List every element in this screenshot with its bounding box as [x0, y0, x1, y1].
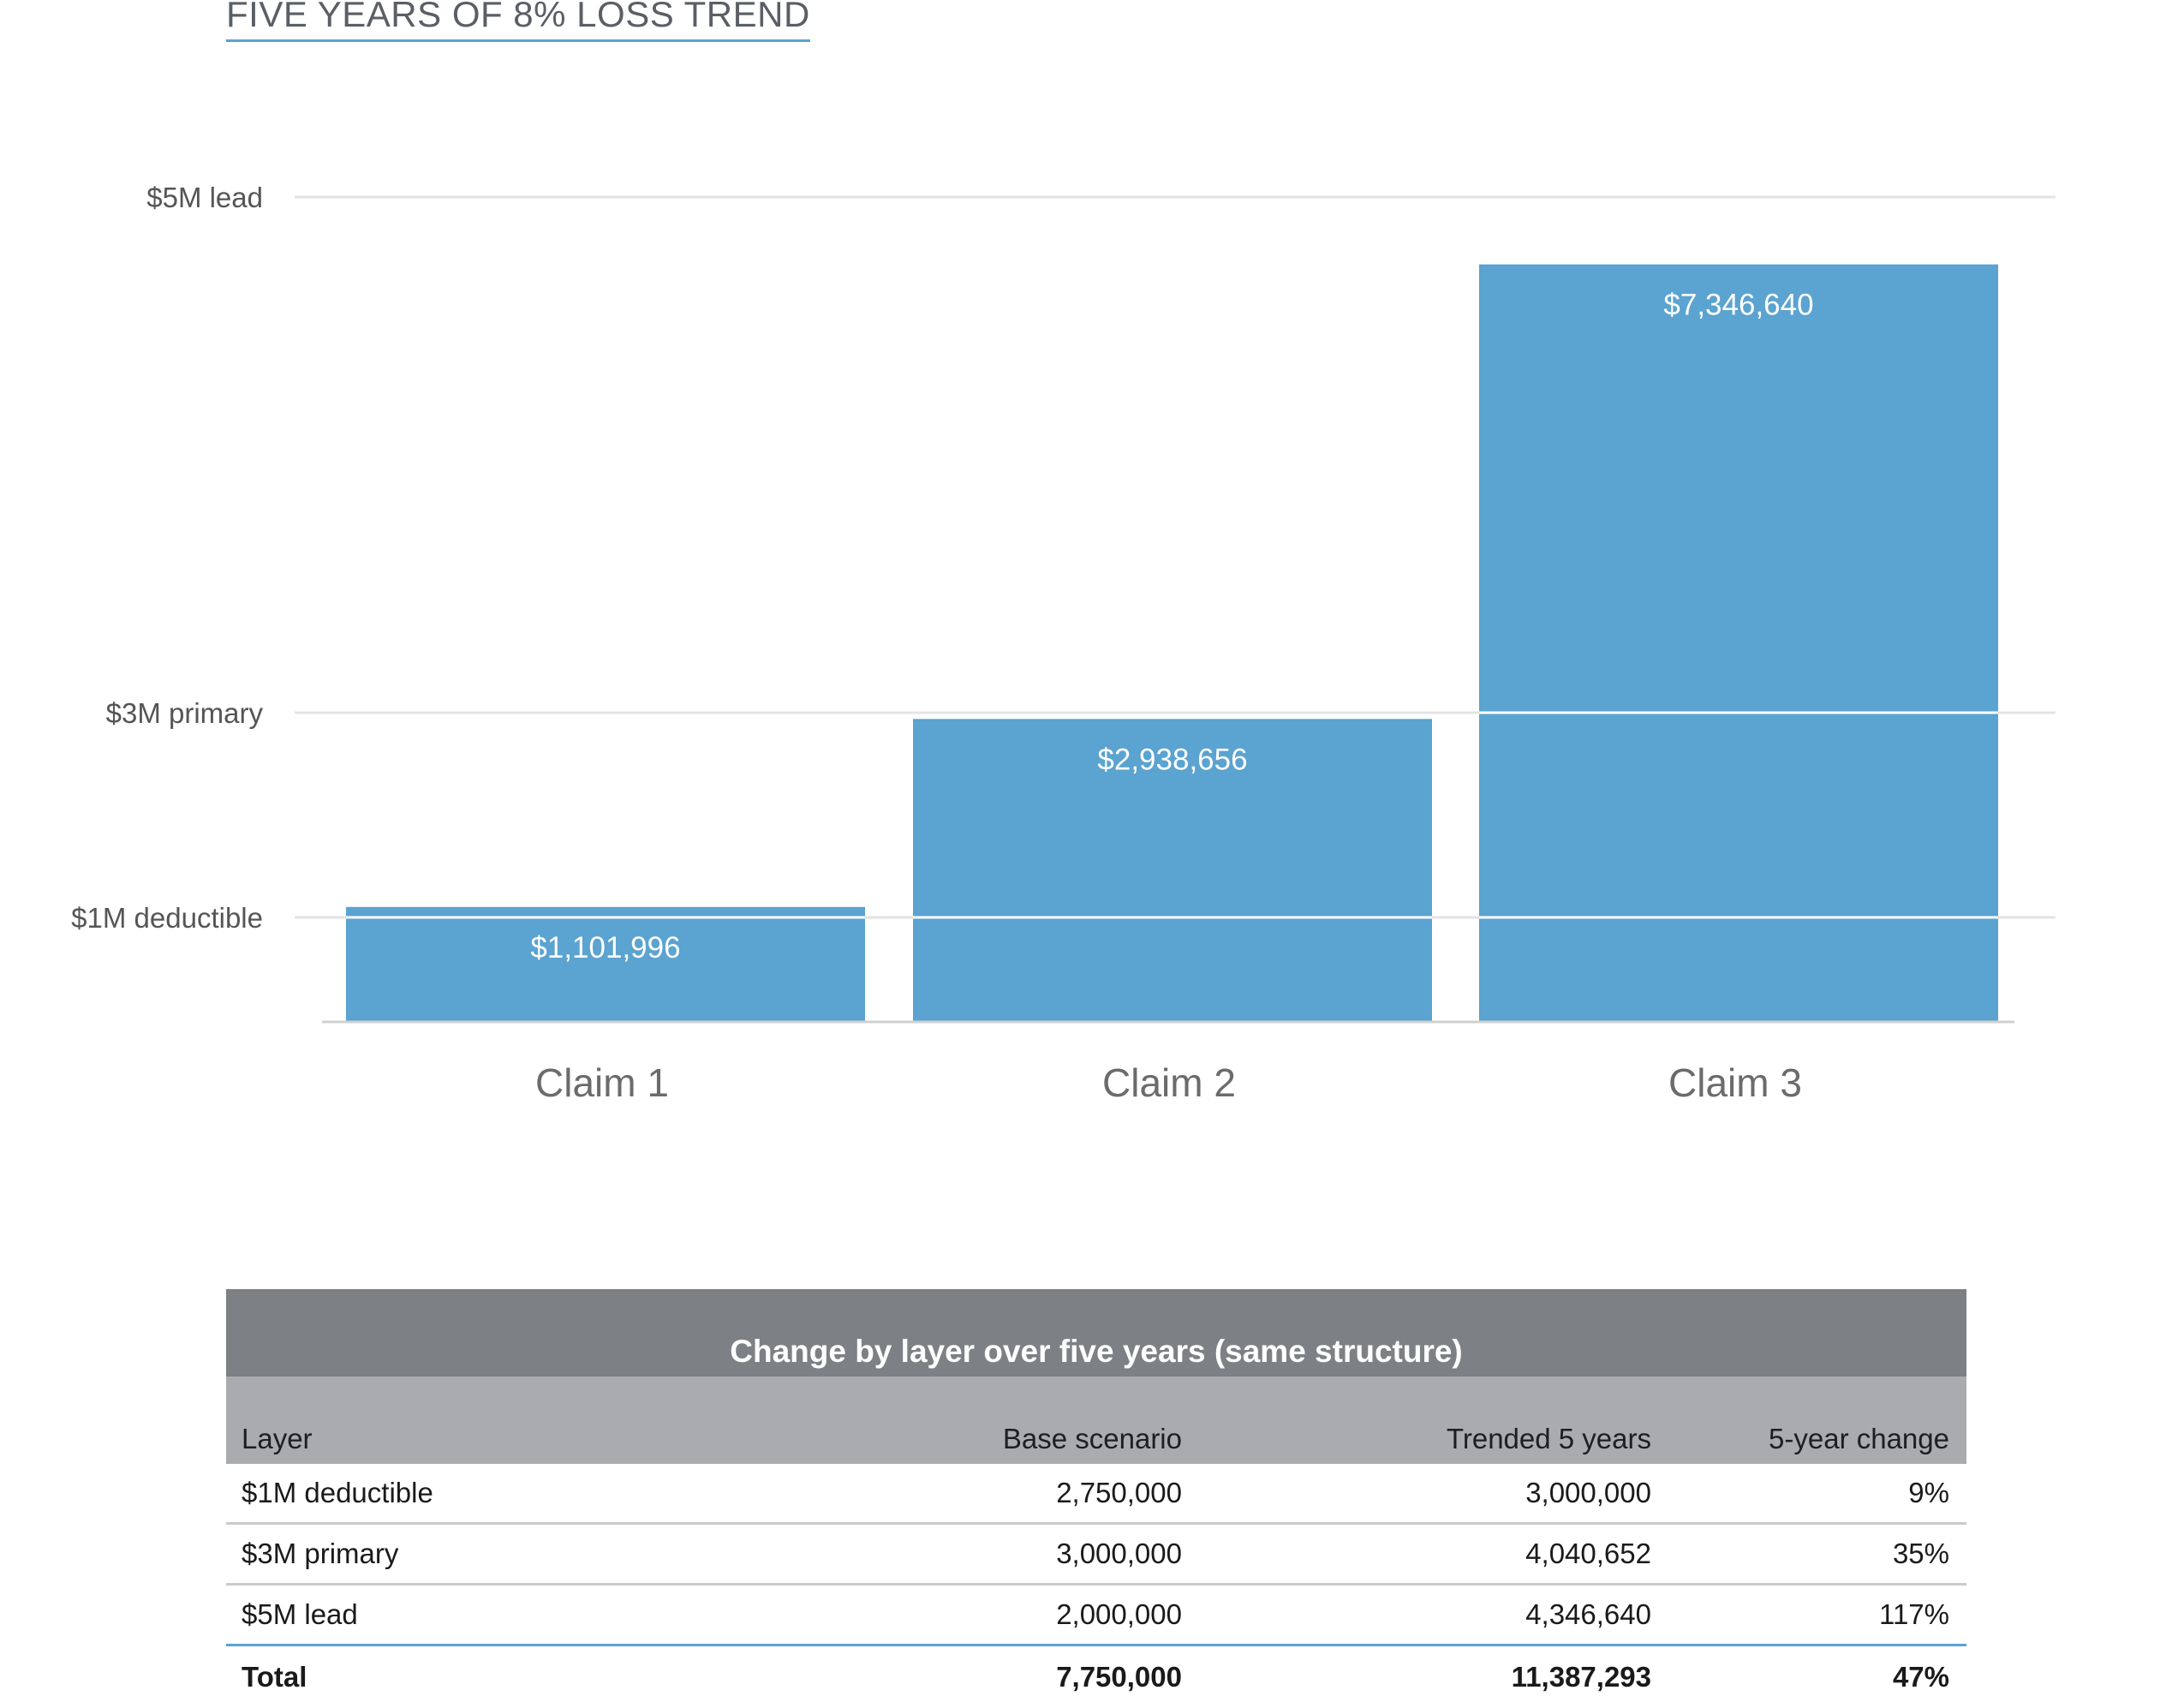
column-header-layer: Layer — [226, 1377, 790, 1464]
change-cell: 117% — [1668, 1585, 1966, 1645]
total-change-cell: 47% — [1668, 1645, 1966, 1708]
total-trended-cell: 11,387,293 — [1199, 1645, 1668, 1708]
bar — [346, 907, 865, 1022]
chart-title: FIVE YEARS OF 8% LOSS TREND — [226, 0, 810, 42]
bar — [1479, 265, 1998, 1022]
y-tick-label: $1M deductible — [71, 902, 263, 934]
trended-cell: 4,040,652 — [1199, 1524, 1668, 1585]
y-tick-label: $5M lead — [146, 182, 263, 213]
y-tick-label: $3M primary — [106, 697, 264, 729]
total-base-cell: 7,750,000 — [790, 1645, 1199, 1708]
bar-value-label: $7,346,640 — [1663, 289, 1813, 322]
table-row: $1M deductible 2,750,000 3,000,000 9% — [226, 1464, 1966, 1524]
base-cell: 3,000,000 — [790, 1524, 1199, 1585]
x-category-label: Claim 3 — [1668, 1060, 1802, 1105]
trended-cell: 3,000,000 — [1199, 1464, 1668, 1524]
table-caption: Change by layer over five years (same st… — [226, 1289, 1966, 1377]
total-label-cell: Total — [226, 1645, 790, 1708]
bar-value-label: $1,101,996 — [530, 931, 680, 964]
change-cell: 9% — [1668, 1464, 1966, 1524]
layer-cell: $3M primary — [226, 1524, 790, 1585]
x-category-label: Claim 2 — [1102, 1060, 1236, 1105]
column-header-change: 5-year change — [1668, 1377, 1966, 1464]
table-header-row: Layer Base scenario Trended 5 years 5-ye… — [226, 1377, 1966, 1464]
bars — [346, 265, 1998, 1022]
column-header-trended: Trended 5 years — [1199, 1377, 1668, 1464]
table-row: $3M primary 3,000,000 4,040,652 35% — [226, 1524, 1966, 1585]
x-category-label: Claim 1 — [535, 1060, 669, 1105]
layer-change-table: Change by layer over five years (same st… — [226, 1289, 1966, 1708]
layer-cell: $1M deductible — [226, 1464, 790, 1524]
table-total-row: Total 7,750,000 11,387,293 47% — [226, 1645, 1966, 1708]
table-row: $5M lead 2,000,000 4,346,640 117% — [226, 1585, 1966, 1645]
base-cell: 2,000,000 — [790, 1585, 1199, 1645]
trended-cell: 4,346,640 — [1199, 1585, 1668, 1645]
bar-value-label: $2,938,656 — [1097, 743, 1247, 776]
column-header-base-scenario: Base scenario — [790, 1377, 1199, 1464]
layer-cell: $5M lead — [226, 1585, 790, 1645]
change-cell: 35% — [1668, 1524, 1966, 1585]
bar-chart: $1M deductible $3M primary $5M lead $1,101,… — [0, 128, 2184, 1156]
base-cell: 2,750,000 — [790, 1464, 1199, 1524]
